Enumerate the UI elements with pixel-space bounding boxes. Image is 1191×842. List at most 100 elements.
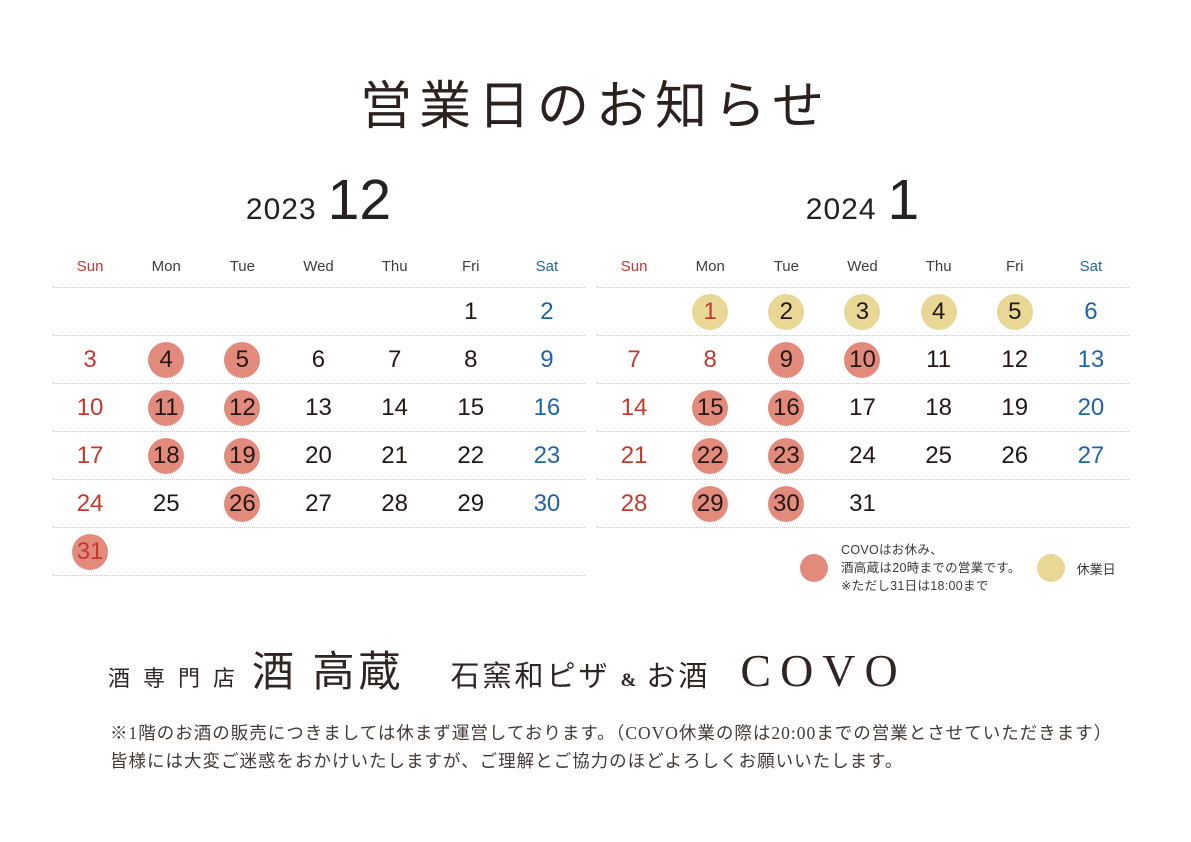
day-cell-24: 24 [824, 432, 900, 479]
day-cell-30: 30 [748, 480, 824, 527]
day-cell-empty [280, 528, 356, 575]
year-label: 2023 [245, 193, 317, 226]
empty-day [529, 534, 565, 570]
day-cell-10: 10 [824, 336, 900, 383]
day-cell-13: 13 [1053, 336, 1129, 383]
covo-closed-day-marker: 19 [224, 437, 261, 474]
day-cell-22: 22 [433, 432, 509, 479]
store2-name: COVO [740, 645, 907, 696]
day-number: 8 [464, 345, 478, 373]
day-number: 2 [540, 297, 554, 325]
covo-closed-legend-text: COVOはお休み、 酒高蔵は20時までの営業です。 ※ただし31日は18:00ま… [841, 541, 1021, 595]
day-cell-20: 20 [280, 432, 356, 479]
month-header: 2023 12 [52, 172, 585, 236]
footnote-line: 皆様には大変ご迷惑をおかけいたしますが、ご理解とご協力のほどよろしくお願いいたし… [110, 750, 904, 771]
empty-day [148, 534, 184, 570]
day-number: 13 [305, 393, 332, 421]
day-cell-25: 25 [901, 432, 977, 479]
week-row: 24 25 26 27 28 29 30 [52, 479, 585, 527]
day-cell-19: 19 [977, 384, 1053, 431]
weekday-label-tue: Tue [773, 258, 799, 275]
day-cell-17: 17 [52, 432, 128, 479]
day-cell-16: 16 [748, 384, 824, 431]
month-header: 2024 1 [596, 172, 1129, 236]
week-row: 14 15 16 17 18 19 20 [596, 383, 1129, 431]
day-cell-8: 8 [672, 336, 748, 383]
calendar-grid: 1 2 3 4 5 6 7 8 9 10 11 12 13 14 15 16 17 18 19 20 21 22 23 24 2… [52, 287, 585, 576]
holiday-day-marker: 2 [768, 293, 805, 330]
day-number: 20 [305, 441, 332, 469]
week-row: 10 11 12 13 14 15 16 [52, 383, 585, 431]
empty-day [616, 294, 652, 330]
empty-day [377, 534, 413, 570]
legend-line: COVOはお休み、 [841, 543, 944, 557]
day-number: 27 [305, 489, 332, 517]
day-number: 17 [849, 393, 876, 421]
week-row: 31 [52, 527, 585, 575]
weekday-label-sat: Sat [535, 258, 559, 275]
day-cell-31: 31 [52, 528, 128, 575]
month-label: 12 [327, 168, 392, 232]
day-number: 6 [311, 345, 326, 373]
day-number: 25 [152, 489, 180, 517]
store1-type-label: 酒専門店 [108, 666, 249, 691]
day-cell-16: 16 [509, 384, 585, 431]
day-cell-23: 23 [748, 432, 824, 479]
day-cell-1: 1 [433, 288, 509, 335]
day-cell-6: 6 [1053, 288, 1129, 335]
year-label: 2024 [805, 193, 877, 226]
day-number: 27 [1077, 441, 1105, 469]
calendar-grid: 1 2 3 4 5 6 7 8 9 10 11 12 13 14 15 16 17 18 19 20 21 22 23 24 2… [596, 287, 1129, 528]
weekday-label-mon: Mon [151, 258, 181, 275]
calendar-january-2024: 2024 1 Sun Mon Tue Wed Thu Fri Sat 1 2 3 4 5 6 7 8 9 10… [596, 170, 1129, 590]
holiday-legend-label: 休業日 [1076, 561, 1116, 577]
covo-closed-day-marker: 30 [768, 485, 805, 522]
day-cell-17: 17 [824, 384, 900, 431]
day-number: 31 [849, 489, 876, 517]
day-cell-empty [357, 528, 433, 575]
weekday-label-thu: Thu [925, 258, 952, 275]
day-cell-18: 18 [128, 432, 204, 479]
day-cell-2: 2 [748, 288, 824, 335]
weekday-label-sat: Sat [1079, 258, 1103, 275]
week-row: 17 18 19 20 21 22 23 [52, 431, 585, 479]
day-cell-26: 26 [977, 432, 1053, 479]
day-number: 22 [457, 441, 485, 469]
day-cell-15: 15 [433, 384, 509, 431]
day-number: 8 [703, 345, 717, 373]
covo-closed-dot-icon [800, 554, 828, 582]
holiday-day-marker: 3 [844, 293, 881, 330]
day-number: 9 [540, 345, 554, 373]
covo-closed-day-marker: 15 [692, 389, 729, 426]
day-cell-19: 19 [204, 432, 280, 479]
holiday-day-marker: 5 [996, 293, 1033, 330]
weekday-label-thu: Thu [381, 258, 408, 275]
day-number: 14 [620, 393, 648, 421]
day-cell-3: 3 [52, 336, 128, 383]
legend-line: 酒高蔵は20時までの営業です。 [841, 561, 1021, 575]
empty-day [300, 294, 336, 330]
day-cell-4: 4 [901, 288, 977, 335]
empty-day [377, 294, 413, 330]
day-cell-2: 2 [509, 288, 585, 335]
day-number: 28 [620, 489, 648, 517]
weekday-label-wed: Wed [303, 258, 334, 275]
day-cell-5: 5 [977, 288, 1053, 335]
weekday-header: Sun Mon Tue Wed Thu Fri Sat [596, 246, 1129, 287]
weekday-label-wed: Wed [847, 258, 878, 275]
day-number: 16 [533, 393, 561, 421]
weekday-label-mon: Mon [695, 258, 725, 275]
day-cell-empty [52, 288, 128, 335]
day-cell-1: 1 [672, 288, 748, 335]
empty-day [1073, 486, 1109, 522]
day-cell-9: 9 [748, 336, 824, 383]
holiday-dot-icon [1036, 554, 1065, 582]
covo-closed-day-marker: 9 [768, 341, 805, 378]
empty-day [453, 534, 489, 570]
store-branding: 酒専門店 酒 高蔵 石窯和ピザ & お酒 COVO [108, 638, 907, 699]
day-cell-28: 28 [596, 480, 672, 527]
day-cell-11: 11 [901, 336, 977, 383]
day-cell-27: 27 [280, 480, 356, 527]
day-cell-20: 20 [1053, 384, 1129, 431]
